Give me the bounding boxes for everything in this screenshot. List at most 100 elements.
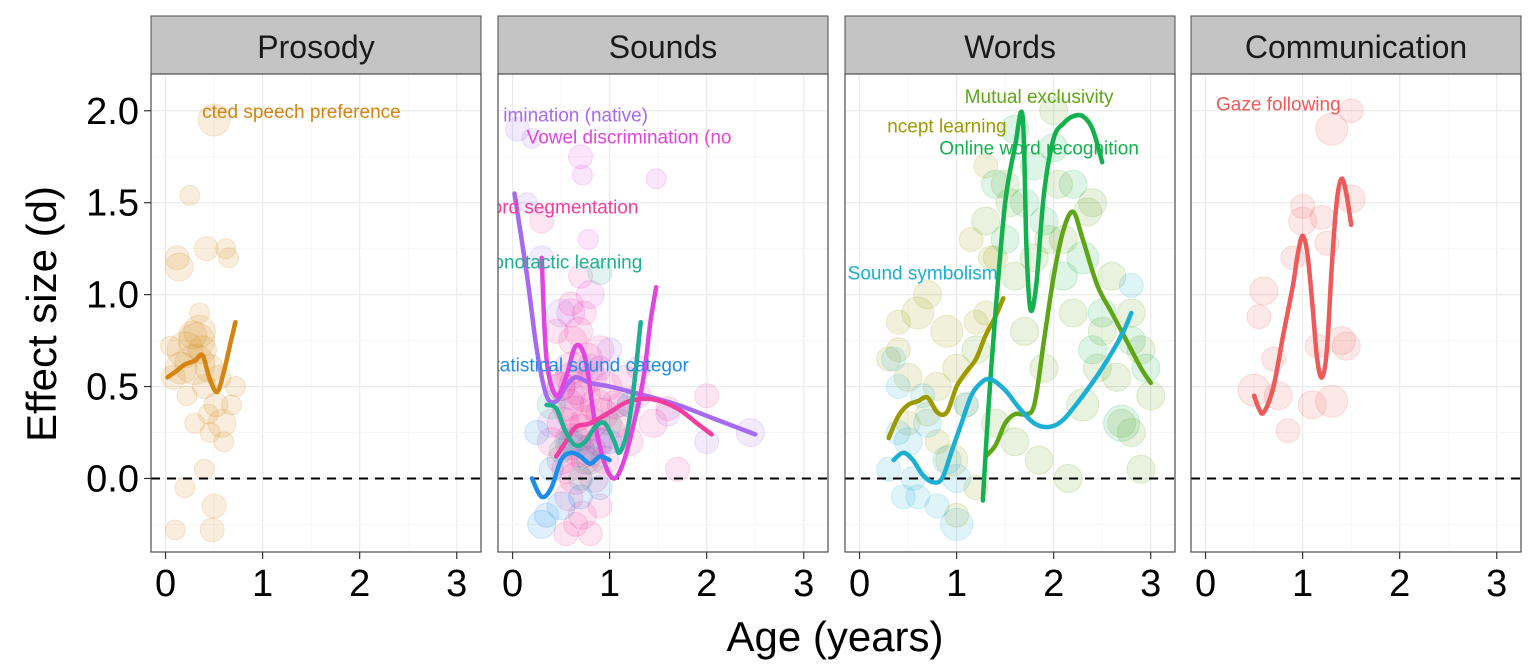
trend-line-mutual-exclusivity bbox=[983, 209, 1153, 459]
data-point bbox=[1058, 169, 1088, 199]
plot-content: cted speech preference bbox=[151, 102, 481, 543]
data-point bbox=[913, 280, 942, 310]
data-point bbox=[546, 491, 576, 521]
panel-border bbox=[150, 73, 482, 553]
data-point bbox=[694, 383, 720, 409]
x-tick-label: 2 bbox=[696, 563, 717, 605]
series-label-gaze-following: Gaze following bbox=[1216, 94, 1341, 115]
data-point bbox=[587, 260, 613, 286]
x-tick-label: 0 bbox=[155, 563, 176, 605]
data-point bbox=[571, 164, 593, 186]
data-point bbox=[1290, 193, 1316, 219]
strip-title-prosody: Prosody bbox=[257, 29, 374, 65]
trend-line-online-word-recognition bbox=[980, 109, 1105, 503]
data-point bbox=[179, 184, 201, 206]
data-point bbox=[587, 475, 613, 501]
data-point bbox=[665, 456, 691, 482]
data-point bbox=[940, 507, 974, 541]
data-point bbox=[563, 511, 589, 537]
data-point bbox=[885, 374, 911, 400]
data-point bbox=[183, 314, 217, 348]
data-point bbox=[885, 309, 911, 335]
data-point bbox=[971, 206, 1001, 236]
series-label-sound-symbolism: Sound symbolism bbox=[848, 264, 998, 285]
data-point bbox=[924, 493, 950, 519]
x-tick-label: 3 bbox=[1486, 563, 1507, 605]
data-point bbox=[597, 337, 623, 363]
data-point bbox=[1309, 204, 1335, 230]
data-point bbox=[905, 484, 931, 510]
data-point bbox=[504, 116, 530, 142]
trend-line-concept-learning bbox=[886, 296, 1006, 441]
data-point bbox=[930, 314, 964, 348]
data-point bbox=[207, 408, 237, 438]
data-point bbox=[193, 236, 219, 262]
data-point bbox=[575, 280, 605, 310]
trend-line-statistical-sound-category-learning bbox=[529, 450, 612, 500]
x-tick-label: 3 bbox=[793, 563, 814, 605]
data-point bbox=[1039, 96, 1069, 126]
data-point bbox=[568, 484, 593, 510]
data-point bbox=[973, 153, 999, 179]
data-point bbox=[193, 458, 215, 480]
data-point bbox=[1315, 112, 1349, 146]
y-tick-label: 1.5 bbox=[86, 183, 139, 225]
data-point bbox=[164, 519, 186, 541]
y-tick-label: 0.0 bbox=[86, 458, 139, 500]
data-point bbox=[885, 337, 911, 363]
data-point bbox=[944, 502, 970, 528]
axes-layer: 0 1 2 3 0 1 2 3 0 1 2 3 0 1 2 30.00.51.01.52.0 bbox=[86, 91, 1507, 605]
data-point bbox=[534, 502, 560, 528]
data-point bbox=[990, 224, 1020, 254]
x-tick-label: 3 bbox=[1140, 563, 1161, 605]
data-point bbox=[913, 408, 942, 438]
data-point bbox=[197, 103, 231, 137]
data-point bbox=[176, 385, 198, 407]
x-tick-label: 1 bbox=[252, 563, 273, 605]
panel-border bbox=[1190, 73, 1522, 553]
data-point bbox=[546, 298, 576, 328]
data-point bbox=[174, 477, 196, 499]
plot-content: Gaze following bbox=[1191, 94, 1521, 480]
data-point bbox=[221, 394, 243, 416]
data-point bbox=[1010, 316, 1040, 346]
data-point bbox=[159, 335, 181, 357]
y-tick-label: 0.5 bbox=[86, 367, 139, 409]
data-point bbox=[881, 346, 907, 372]
trend-line-vowel-discrimination-native- bbox=[512, 191, 758, 437]
data-point bbox=[1336, 184, 1366, 214]
trend-line-phonotactic-learning bbox=[544, 319, 643, 456]
data-point bbox=[924, 429, 950, 455]
trend-line-sound-symbolism bbox=[891, 310, 1134, 485]
data-point bbox=[1275, 418, 1301, 444]
data-point bbox=[645, 168, 667, 190]
data-point bbox=[1103, 404, 1141, 442]
series-label-online-word-recognition: Online word recognition bbox=[939, 139, 1139, 160]
plot-background bbox=[498, 74, 828, 552]
data-point bbox=[164, 252, 194, 282]
data-point bbox=[1087, 316, 1117, 346]
data-point bbox=[922, 372, 952, 402]
x-tick-label: 1 bbox=[1292, 563, 1313, 605]
trend-line-gaze-following bbox=[1251, 176, 1354, 416]
data-point bbox=[638, 408, 668, 438]
data-point bbox=[587, 493, 613, 519]
y-axis-title: Effect size (d) bbox=[18, 186, 65, 442]
data-point bbox=[199, 422, 221, 443]
strip-title-words: Words bbox=[964, 29, 1056, 65]
data-point bbox=[1102, 362, 1132, 392]
data-point bbox=[1331, 331, 1361, 361]
points-concept-learning bbox=[876, 153, 1008, 528]
series-label-statistical-sound-category-learning: Statistical sound categor bbox=[482, 355, 690, 376]
series-label-concept-learning: ncept learning bbox=[887, 116, 1006, 137]
data-point bbox=[1280, 245, 1306, 271]
data-point bbox=[1000, 427, 1030, 457]
data-point bbox=[585, 335, 615, 365]
series-label-vowel-discrimination-native-: imination (native) bbox=[503, 105, 648, 126]
data-point bbox=[558, 291, 584, 317]
panel-border bbox=[844, 73, 1176, 553]
data-point bbox=[1249, 276, 1279, 306]
data-point bbox=[958, 226, 984, 252]
points-mutual-exclusivity bbox=[961, 96, 1166, 493]
